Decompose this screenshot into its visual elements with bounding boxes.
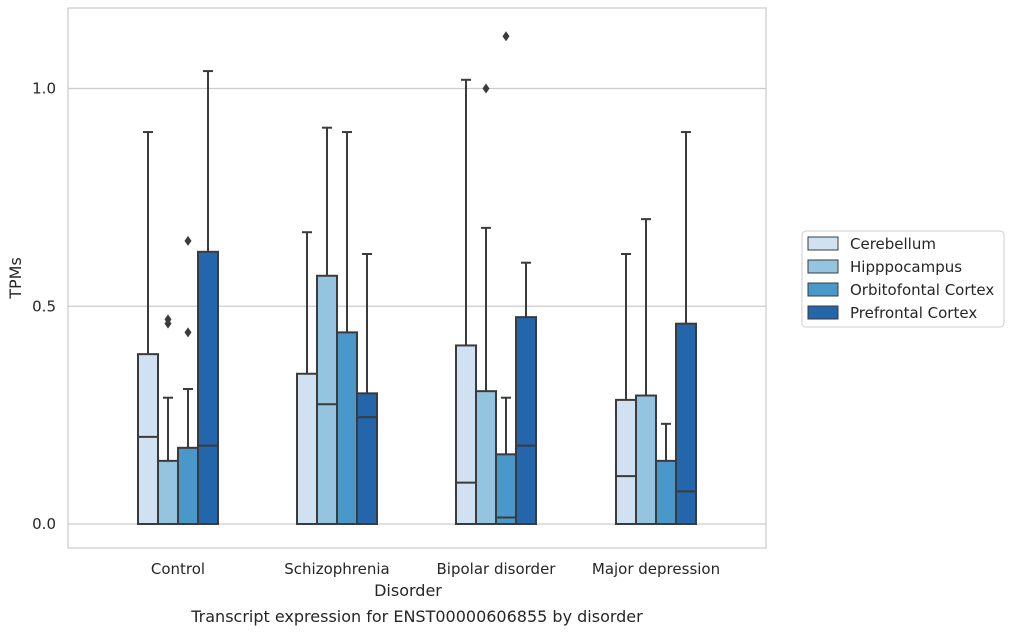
box-body — [177, 446, 199, 526]
box-prefrontal-cortex — [675, 131, 697, 526]
x-tick-label: Schizophrenia — [284, 560, 389, 578]
y-tick-labels: 0.00.51.01.52.0 — [32, 80, 56, 534]
outlier-point — [482, 83, 490, 94]
box-hipppocampus — [157, 314, 179, 526]
box-body — [316, 274, 338, 526]
box-body — [197, 250, 219, 525]
box-prefrontal-cortex — [515, 261, 537, 526]
box-body — [296, 372, 318, 525]
box-body — [515, 316, 537, 526]
plot-area-frame — [67, 7, 767, 549]
box-body — [635, 394, 657, 525]
box-body — [495, 453, 517, 526]
box-body — [475, 390, 497, 525]
chart-caption: Transcript expression for ENST0000060685… — [190, 607, 643, 626]
box-body — [655, 459, 677, 526]
outlier-point — [184, 235, 192, 246]
box-cerebellum — [455, 78, 477, 525]
box-prefrontal-cortex — [356, 252, 378, 525]
legend-swatch — [807, 282, 839, 297]
gridlines — [68, 87, 766, 525]
legend-label: Hipppocampus — [850, 258, 962, 276]
box-body — [356, 392, 378, 525]
y-tick-label: 1.0 — [32, 80, 56, 98]
box-orbitofontal-cortex — [177, 235, 199, 526]
legend-label: Prefrontal Cortex — [850, 304, 977, 322]
legend-label: Cerebellum — [850, 235, 936, 253]
box-prefrontal-cortex — [197, 70, 219, 525]
x-tick-label: Bipolar disorder — [437, 560, 557, 578]
x-tick-label: Control — [151, 560, 205, 578]
box-body — [137, 353, 159, 525]
legend-frame — [801, 230, 1005, 328]
box-hipppocampus — [475, 83, 497, 525]
box-orbitofontal-cortex — [336, 131, 358, 525]
y-tick-label: 0.0 — [32, 515, 56, 533]
box-hipppocampus — [316, 126, 338, 526]
y-axis-label: TPMs — [6, 257, 25, 300]
box-body — [336, 331, 358, 525]
box-body — [675, 322, 697, 526]
x-tick-label: Major depression — [592, 560, 720, 578]
outlier-point — [502, 31, 510, 42]
outlier-point — [184, 327, 192, 338]
box-body — [455, 344, 477, 525]
legend-swatch — [807, 236, 839, 251]
boxes — [137, 31, 697, 526]
box-cerebellum — [615, 252, 637, 526]
x-axis-label: Disorder — [374, 581, 442, 600]
box-hipppocampus — [635, 218, 657, 525]
box-body — [157, 459, 179, 526]
legend-label: Orbitofontal Cortex — [850, 281, 994, 299]
outlier-point — [164, 318, 172, 329]
legend: Cerebellum Hipppocampus Orbitofontal Corte… — [801, 230, 1005, 328]
legend-swatch — [807, 259, 839, 274]
box-cerebellum — [296, 231, 318, 525]
box-cerebellum — [137, 131, 159, 525]
x-tick-labels: Control Schizophrenia Bipolar disorder Majo… — [151, 560, 720, 578]
legend-swatch — [807, 305, 839, 320]
box-orbitofontal-cortex — [655, 422, 677, 526]
y-tick-label: 0.5 — [32, 297, 56, 315]
legend-items: Cerebellum Hipppocampus Orbitofontal Corte… — [807, 235, 994, 322]
box-body — [615, 398, 637, 526]
box-orbitofontal-cortex — [495, 31, 517, 526]
